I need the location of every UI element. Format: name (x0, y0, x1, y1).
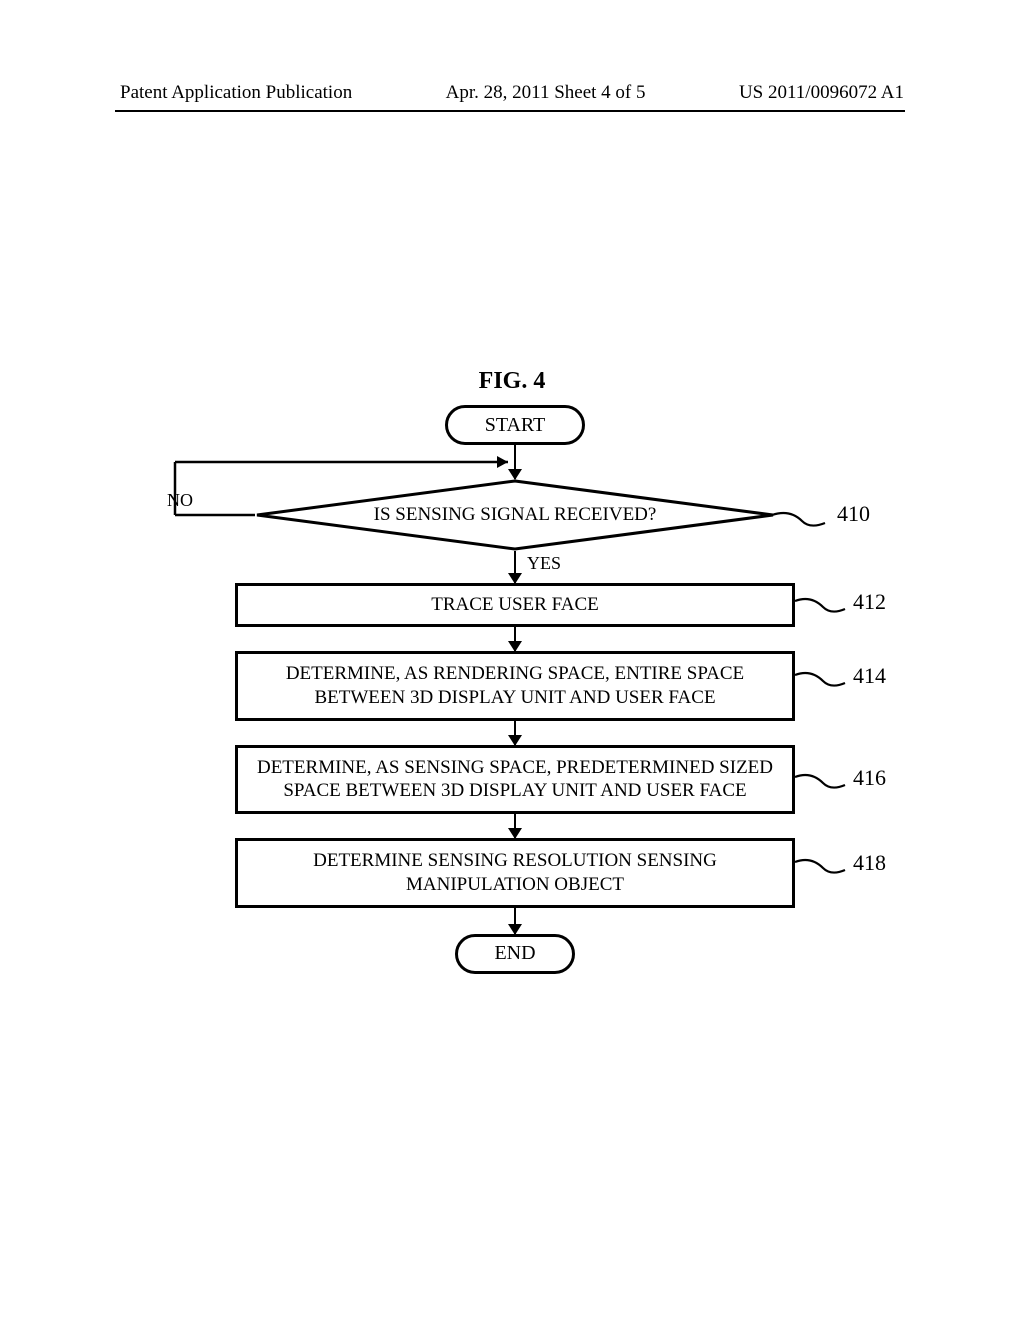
step-414-label: DETERMINE, AS RENDERING SPACE, ENTIRE SP… (250, 662, 780, 710)
ref-curve-414 (793, 667, 848, 695)
ref-curve-412 (793, 593, 848, 621)
figure-title: FIG. 4 (0, 368, 1024, 395)
flowchart: START NO IS SENSING SIGNAL RECEIVED? 410 (175, 405, 855, 974)
ref-410: 410 (837, 501, 870, 527)
arrow-yes (514, 551, 516, 583)
page-header: Patent Application Publication Apr. 28, … (0, 82, 1024, 104)
step-416-label: DETERMINE, AS SENSING SPACE, PREDETERMIN… (250, 756, 780, 804)
arrow-418-end (514, 908, 516, 934)
header-right: US 2011/0096072 A1 (739, 82, 904, 104)
step-418: DETERMINE SENSING RESOLUTION SENSING MAN… (235, 838, 795, 908)
end-node: END (455, 934, 575, 974)
ref-416: 416 (853, 765, 886, 791)
decision-node: IS SENSING SIGNAL RECEIVED? 410 (255, 479, 775, 551)
ref-curve-416 (793, 769, 848, 797)
ref-curve-418 (793, 854, 848, 882)
no-label: NO (167, 490, 193, 511)
ref-414: 414 (853, 663, 886, 689)
arrow-416-418 (514, 814, 516, 838)
yes-label: YES (527, 553, 561, 574)
ref-curve-410 (770, 507, 830, 537)
start-node: START (445, 405, 585, 445)
decision-label: IS SENSING SIGNAL RECEIVED? (255, 479, 775, 551)
arrow-414-416 (514, 721, 516, 745)
arrow-412-414 (514, 627, 516, 651)
step-412: TRACE USER FACE (235, 583, 795, 627)
step-412-label: TRACE USER FACE (431, 593, 599, 617)
step-414: DETERMINE, AS RENDERING SPACE, ENTIRE SP… (235, 651, 795, 721)
start-label: START (485, 414, 546, 437)
header-left: Patent Application Publication (120, 82, 352, 104)
step-416: DETERMINE, AS SENSING SPACE, PREDETERMIN… (235, 745, 795, 815)
header-center: Apr. 28, 2011 Sheet 4 of 5 (446, 82, 646, 104)
ref-412: 412 (853, 589, 886, 615)
step-418-label: DETERMINE SENSING RESOLUTION SENSING MAN… (250, 849, 780, 897)
header-divider (115, 110, 905, 112)
end-label: END (494, 942, 535, 965)
ref-418: 418 (853, 850, 886, 876)
